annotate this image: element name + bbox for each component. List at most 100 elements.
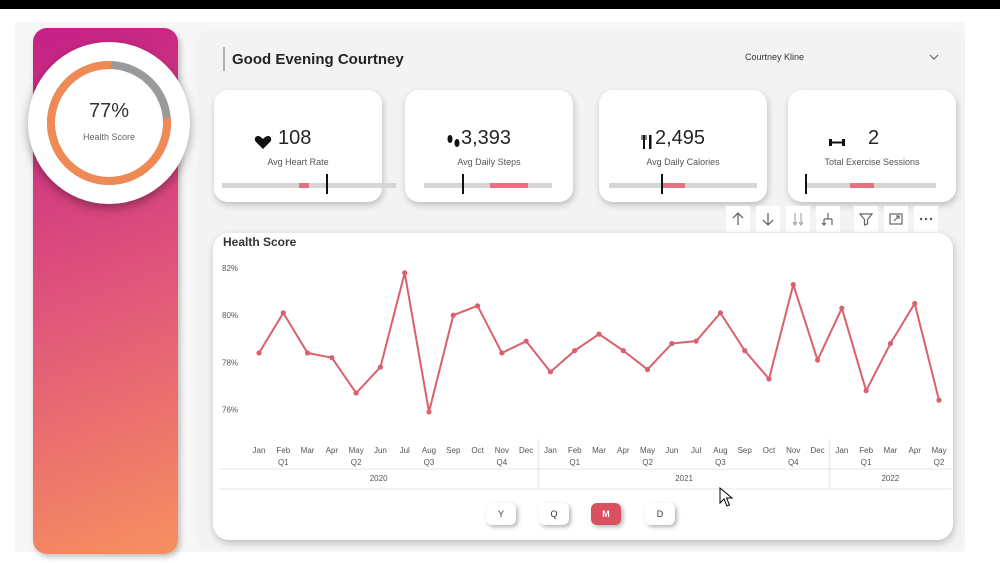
x-month-label: Mar [592,446,606,455]
health-score-gauge[interactable]: 77% Health Score [28,42,190,204]
x-month-label: Mar [884,446,898,455]
data-point [547,369,554,375]
data-point [596,331,602,337]
data-point [377,364,384,370]
data-point [693,338,699,344]
window-top-bar [0,0,1000,9]
kpi-card-calories[interactable]: 2,495 Avg Daily Calories [599,90,767,202]
data-point [742,348,748,354]
filter-icon [858,213,874,226]
x-year-label: 2020 [370,474,388,483]
x-quarter-label: Q2 [934,458,945,467]
x-month-label: Aug [422,446,436,455]
expand-hierarchy-button[interactable] [816,206,840,232]
kpi-label: Total Exercise Sessions [824,157,920,167]
kpi-target-marker [462,174,464,194]
user-select-value: Courtney Kline [745,52,805,62]
gauge-label: Health Score [82,132,136,142]
y-tick-label: 80% [222,311,238,320]
arrow-up-icon [732,212,744,225]
x-month-label: Feb [859,446,873,455]
x-month-label: Nov [495,446,509,455]
data-point [887,340,894,347]
greeting-title: Good Evening Courtney [232,51,404,68]
x-quarter-label: Q2 [351,458,362,467]
data-point [790,281,796,288]
data-point [572,348,578,354]
kpi-card-steps[interactable]: 3,393 Avg Daily Steps [405,90,573,202]
data-point [280,310,286,316]
x-month-label: Feb [276,446,290,455]
granularity-month-button[interactable]: M [591,503,621,525]
x-month-label: Jun [665,446,678,455]
greeting-divider [223,47,225,71]
kpi-fill [850,183,874,188]
more-options-icon [919,217,933,221]
kpi-track [222,183,396,188]
data-point [863,388,869,394]
x-month-label: Jul [400,446,410,455]
x-month-label: Jan [835,446,848,455]
footprints-icon [447,135,460,147]
kpi-target-marker [805,174,807,194]
filter-button[interactable] [854,206,878,232]
data-point [717,310,724,316]
arrow-down-icon [762,213,774,226]
data-point [766,376,772,382]
series-line [258,271,940,413]
kpi-fill [490,183,528,188]
data-point [426,409,432,415]
x-month-label: Jun [374,446,387,455]
data-point [304,350,311,356]
granularity-day-button[interactable]: D [645,503,675,525]
data-point [814,357,821,363]
x-month-label: Dec [810,446,824,455]
x-month-label: Aug [713,446,727,455]
heart-icon [254,135,272,149]
data-point [474,303,481,309]
x-month-label: Sep [446,446,461,455]
x-quarter-label: Q1 [278,458,289,467]
data-point [499,350,505,356]
x-quarter-label: Q2 [642,458,653,467]
data-point [669,340,675,347]
x-month-label: Oct [471,446,484,455]
more-options-button[interactable] [914,206,938,232]
drill-down-button[interactable] [756,206,780,232]
x-month-label: Jan [544,446,557,455]
kpi-track [424,183,552,188]
kpi-label: Avg Daily Calories [646,157,720,167]
kpi-value: 2 [868,127,880,149]
mouse-cursor-icon [719,487,734,507]
drill-up-button[interactable] [726,206,750,232]
y-tick-label: 78% [222,358,238,367]
focus-mode-button[interactable] [884,206,908,232]
x-quarter-label: Q4 [497,458,508,467]
expand-hierarchy-icon [821,213,833,226]
data-point [912,300,918,307]
kpi-value: 2,495 [655,127,706,149]
data-point [620,348,626,354]
data-point [402,270,408,276]
granularity-year-button[interactable]: Y [486,503,516,525]
kpi-value: 3,393 [461,127,512,149]
fork-knife-icon [641,135,652,149]
kpi-card-exercise[interactable]: 2 Total Exercise Sessions [788,90,956,202]
kpi-fill [663,183,685,188]
x-month-label: Oct [763,446,776,455]
data-point [936,397,942,403]
user-select[interactable]: Courtney Kline [745,52,945,68]
x-month-label: Jul [691,446,701,455]
go-to-next-level-button[interactable] [786,206,810,232]
x-quarter-label: Q1 [569,458,580,467]
x-year-label: 2022 [881,474,899,483]
chart-title: Health Score [223,235,297,249]
x-month-label: Mar [301,446,315,455]
x-quarter-label: Q3 [715,458,726,467]
health-score-line-chart[interactable]: 82% 80% 78% 76% Jan Feb Mar Apr May Jun Jul Aug Sep O… [213,233,953,503]
granularity-quarter-button[interactable]: Q [539,503,569,525]
kpi-card-heart-rate[interactable]: 108 Avg Heart Rate [214,90,396,202]
x-month-label: Apr [908,446,921,455]
x-month-label: Feb [568,446,582,455]
kpi-label: Avg Daily Steps [457,157,521,167]
